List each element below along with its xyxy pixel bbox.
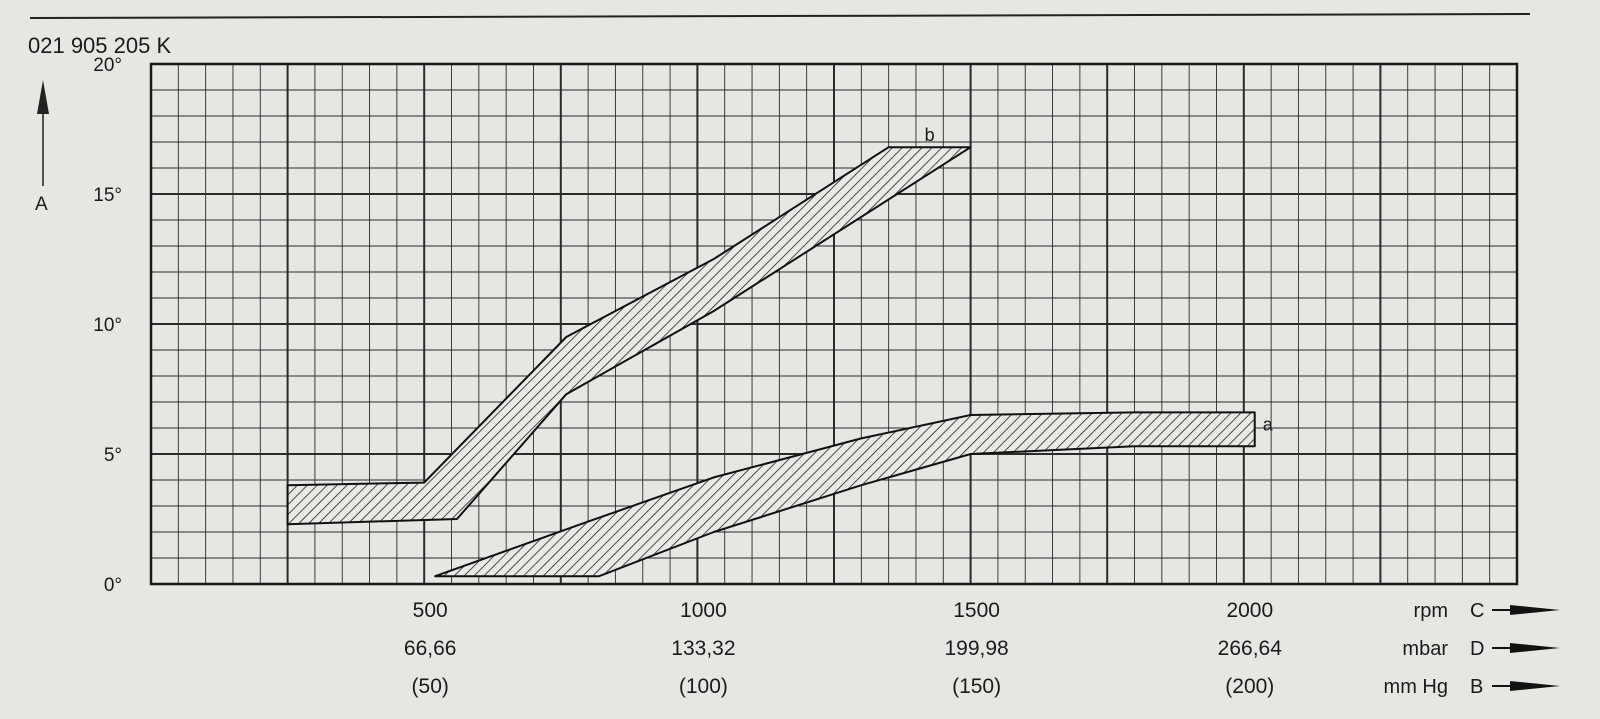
y-tick-label: 10° [93, 315, 122, 336]
unit-arrow-head [1510, 681, 1560, 691]
x-tick-label-rpm: 500 [413, 599, 448, 622]
x-tick-label-rpm: 1500 [953, 599, 1000, 622]
unit-label: mm Hg [1384, 676, 1448, 698]
x-tick-label-mmhg: (50) [412, 675, 449, 698]
x-tick-label-mbar: 266,64 [1218, 637, 1283, 660]
y-tick-label: 0° [104, 575, 122, 596]
x-tick-label-rpm: 1000 [680, 599, 727, 622]
bands: ba [286, 125, 1274, 578]
unit-arrow-head [1510, 643, 1560, 653]
x-tick-label-mbar: 133,32 [671, 637, 735, 660]
unit-arrow-head [1510, 605, 1560, 615]
band-label-a: a [1263, 414, 1274, 434]
band-a [434, 411, 1256, 578]
y-tick-labels: 0° 5° 10° 15° 20° [93, 55, 122, 596]
x-tick-label-rpm: 2000 [1226, 599, 1273, 622]
y-tick-label: 15° [93, 185, 122, 206]
top-rule [29, 13, 1531, 19]
x-tick-label-mmhg: (150) [952, 675, 1001, 698]
y-tick-label: 20° [93, 55, 122, 76]
x-tick-label-mmhg: (100) [679, 675, 728, 698]
band-label-b: b [925, 125, 935, 145]
x-tick-labels: 500 66,66 (50) 1000 133,32 (100) 1500 199,98 (15… [404, 599, 1282, 698]
band-b [286, 146, 972, 526]
unit-label: mbar [1402, 638, 1448, 660]
y-tick-label: 5° [104, 445, 122, 466]
plot-frame [149, 62, 1519, 586]
y-axis-letter: A [35, 194, 48, 215]
x-tick-label-mbar: 199,98 [944, 637, 1008, 660]
part-number: 021 905 205 K [28, 33, 171, 58]
x-tick-label-mmhg: (200) [1225, 675, 1274, 698]
unit-letter: D [1470, 638, 1484, 660]
unit-letter: C [1470, 600, 1484, 622]
unit-label: rpm [1414, 600, 1448, 622]
grid [150, 63, 1518, 585]
unit-letter: B [1470, 676, 1483, 698]
x-tick-label-mbar: 66,66 [404, 637, 457, 660]
y-axis-arrow [37, 80, 49, 186]
